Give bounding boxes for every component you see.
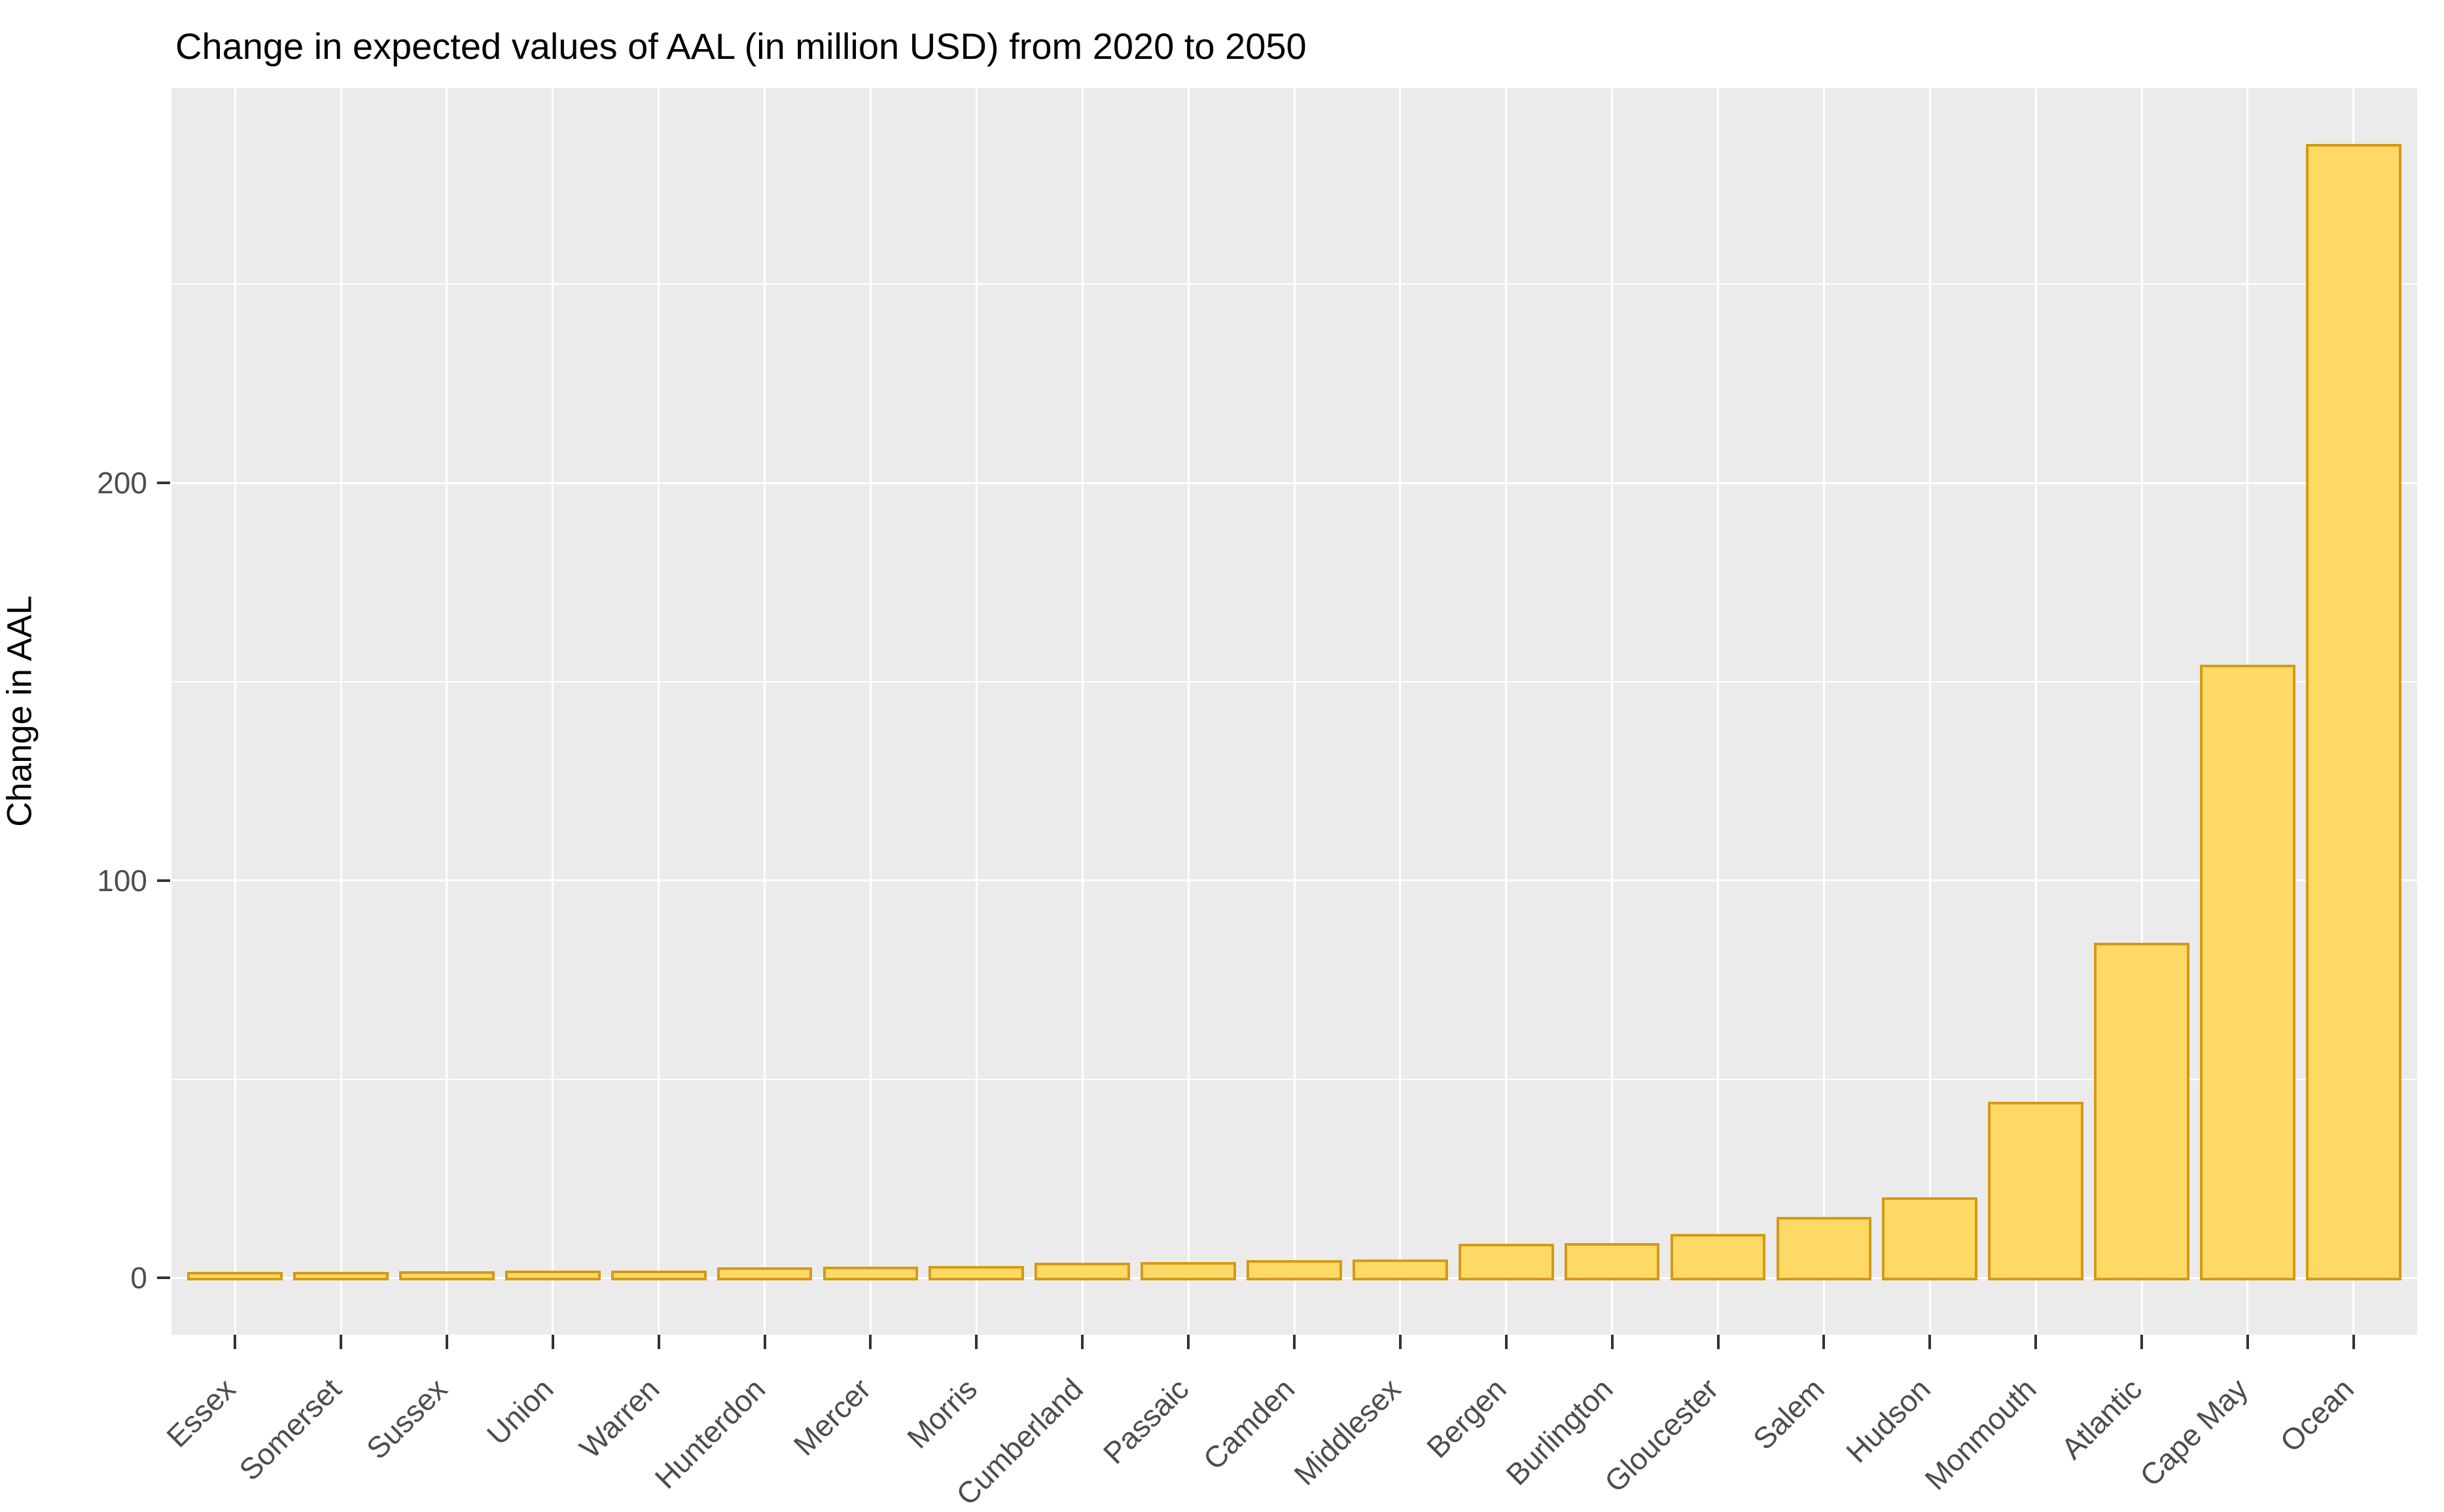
x-axis-tick — [445, 1335, 448, 1349]
gridline-major-vertical — [1717, 88, 1720, 1335]
gridline-major-vertical — [1081, 88, 1084, 1335]
bar-union — [505, 1271, 601, 1281]
gridline-major-vertical — [1293, 88, 1296, 1335]
gridline-major-vertical — [869, 88, 872, 1335]
bar-essex — [187, 1272, 283, 1281]
x-axis-tick-label: Sussex — [359, 1371, 454, 1466]
x-axis-tick-label: Passaic — [1096, 1371, 1195, 1471]
plot-panel — [171, 88, 2417, 1335]
x-axis-tick — [1716, 1335, 1720, 1349]
gridline-major-vertical — [1399, 88, 1402, 1335]
gridline-major-vertical — [234, 88, 236, 1335]
x-axis-tick-label: Morris — [900, 1371, 983, 1455]
bar-middlesex — [1353, 1259, 1448, 1281]
bar-camden — [1247, 1259, 1342, 1281]
x-axis-tick — [2246, 1335, 2249, 1349]
bar-passaic — [1141, 1261, 1236, 1281]
x-axis-tick-label: Monmouth — [1918, 1371, 2043, 1497]
x-axis-tick — [340, 1335, 343, 1349]
x-axis-tick-label: Salem — [1746, 1371, 1831, 1456]
x-axis-tick — [2034, 1335, 2038, 1349]
x-axis-tick — [551, 1335, 554, 1349]
bar-hunterdon — [717, 1267, 813, 1281]
x-axis-tick-label: Middlesex — [1287, 1371, 1408, 1492]
x-axis-tick — [975, 1335, 978, 1349]
bar-mercer — [823, 1267, 919, 1281]
x-axis-tick-label: Camden — [1196, 1371, 1302, 1477]
y-axis-tick — [157, 482, 170, 485]
bar-ocean — [2306, 143, 2401, 1281]
x-axis-tick-label: Gloucester — [1597, 1371, 1725, 1499]
x-axis-tick — [1822, 1335, 1826, 1349]
bar-cape-may — [2200, 664, 2295, 1281]
gridline-major-vertical — [1187, 88, 1190, 1335]
x-axis-tick-label: Essex — [160, 1371, 242, 1454]
x-axis-tick — [1081, 1335, 1084, 1349]
gridline-major-vertical — [2140, 88, 2143, 1335]
x-axis-tick — [1610, 1335, 1614, 1349]
gridline-major-vertical — [340, 88, 342, 1335]
x-axis-tick — [869, 1335, 872, 1349]
gridline-major-vertical — [1611, 88, 1614, 1335]
bar-salem — [1776, 1217, 1872, 1281]
bar-sussex — [399, 1271, 495, 1281]
x-axis-tick-label: Ocean — [2273, 1371, 2361, 1459]
gridline-major-vertical — [446, 88, 448, 1335]
y-axis-tick — [157, 879, 170, 882]
x-axis-tick — [1398, 1335, 1402, 1349]
gridline-major-vertical — [552, 88, 554, 1335]
bar-burlington — [1564, 1242, 1660, 1281]
y-axis-tick-label: 0 — [130, 1261, 147, 1295]
x-axis-tick-label: Atlantic — [2055, 1371, 2149, 1466]
gridline-major-vertical — [975, 88, 978, 1335]
x-axis-tick-label: Somerset — [232, 1371, 348, 1487]
bar-warren — [611, 1270, 707, 1281]
x-axis-tick — [1504, 1335, 1508, 1349]
gridline-major-vertical — [658, 88, 660, 1335]
x-axis-tick-label: Cape May — [2133, 1371, 2255, 1493]
x-axis-tick — [2140, 1335, 2144, 1349]
bar-gloucester — [1670, 1233, 1766, 1281]
x-axis-tick — [2352, 1335, 2355, 1349]
x-axis-tick — [234, 1335, 237, 1349]
x-axis-tick — [657, 1335, 660, 1349]
x-axis-tick-label: Union — [480, 1371, 560, 1452]
bar-morris — [929, 1266, 1025, 1281]
x-axis-tick-label: Hudson — [1839, 1371, 1937, 1469]
x-axis-tick — [1187, 1335, 1190, 1349]
gridline-major-vertical — [1822, 88, 1825, 1335]
chart-title: Change in expected values of AAL (in mil… — [175, 26, 1307, 67]
gridline-major-vertical — [2034, 88, 2037, 1335]
x-axis-tick-label: Hunterdon — [648, 1371, 771, 1496]
figure: Change in expected values of AAL (in mil… — [0, 26, 2417, 1512]
x-axis-tick — [1293, 1335, 1296, 1349]
bar-atlantic — [2094, 942, 2189, 1281]
bar-hudson — [1882, 1197, 1978, 1281]
gridline-major-vertical — [1928, 88, 1931, 1335]
y-axis-tick-label: 100 — [97, 863, 147, 898]
y-axis-tick-label: 200 — [97, 466, 147, 501]
x-axis-tick — [763, 1335, 766, 1349]
bar-somerset — [293, 1271, 389, 1281]
gridline-major-vertical — [1505, 88, 1508, 1335]
bar-bergen — [1458, 1243, 1554, 1281]
x-axis-tick — [1928, 1335, 1932, 1349]
gridline-major-vertical — [764, 88, 766, 1335]
bar-monmouth — [1988, 1102, 2084, 1281]
y-axis-tick — [157, 1276, 170, 1280]
y-axis-title: Change in AAL — [0, 595, 39, 827]
bar-cumberland — [1035, 1262, 1131, 1281]
x-axis-tick-label: Mercer — [787, 1371, 877, 1462]
